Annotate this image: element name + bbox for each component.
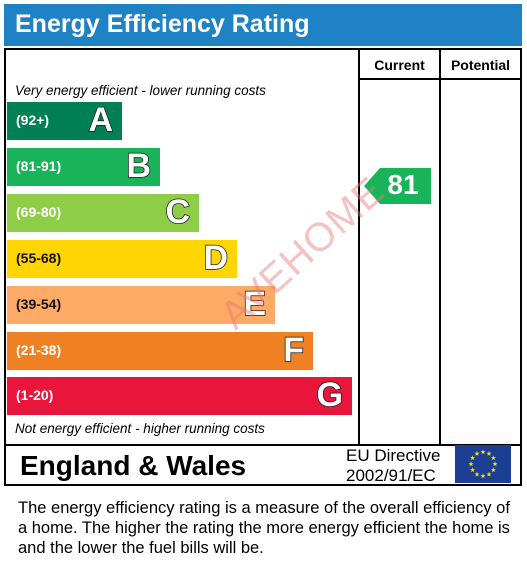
current-rating-arrow: 81 bbox=[364, 168, 431, 204]
rating-band-range: (55-68) bbox=[16, 250, 62, 266]
rating-band-range: (21-38) bbox=[16, 342, 62, 358]
eu-star-icon bbox=[480, 473, 486, 479]
eu-star-icon bbox=[474, 471, 480, 477]
page-title: Energy Efficiency Rating bbox=[15, 10, 310, 38]
rating-band-g: (1-20) G bbox=[7, 375, 352, 415]
rating-band-letter: B bbox=[126, 146, 152, 186]
bottom-note: Not energy efficient - higher running co… bbox=[15, 421, 265, 436]
rating-band-range: (92+) bbox=[16, 112, 50, 128]
rating-band-e: (39-54) E bbox=[7, 284, 275, 324]
rating-band-c: (69-80) C bbox=[7, 192, 199, 232]
eu-flag-icon bbox=[455, 445, 511, 483]
header-divider bbox=[358, 78, 522, 80]
eu-directive-line2: 2002/91/EC bbox=[346, 466, 436, 485]
footer-divider bbox=[4, 444, 522, 446]
region-label: England & Wales bbox=[20, 450, 247, 481]
top-note: Very energy efficient - lower running co… bbox=[15, 83, 266, 98]
eu-star-icon bbox=[490, 455, 496, 461]
eu-star-icon bbox=[486, 471, 492, 477]
rating-band-letter: D bbox=[203, 238, 229, 278]
title-bar: Energy Efficiency Rating bbox=[4, 4, 522, 46]
rating-band-letter: F bbox=[282, 330, 304, 370]
rating-table bbox=[4, 48, 522, 486]
current-rating-arrow-shape bbox=[364, 168, 431, 204]
eu-star-icon bbox=[492, 461, 498, 467]
eu-star-icon bbox=[470, 455, 476, 461]
rating-band-f: (21-38) F bbox=[7, 330, 313, 370]
rating-band-letter: E bbox=[243, 284, 267, 324]
eu-directive: EU Directive 2002/91/EC bbox=[346, 446, 440, 486]
rating-band-b: (81-91) B bbox=[7, 146, 160, 186]
description: The energy efficiency rating is a measur… bbox=[18, 499, 510, 557]
rating-band-range: (81-91) bbox=[16, 158, 62, 174]
eu-star-icon bbox=[486, 451, 492, 456]
rating-band-letter: G bbox=[316, 375, 344, 415]
rating-band-range: (69-80) bbox=[16, 204, 62, 220]
rating-band-range: (1-20) bbox=[16, 387, 54, 403]
rating-band-letter: C bbox=[165, 192, 191, 232]
eu-star-icon bbox=[480, 449, 486, 455]
column-header-current: Current bbox=[374, 57, 425, 73]
eu-star-icon bbox=[470, 467, 476, 473]
rating-band-a: (92+) A bbox=[7, 100, 122, 140]
rating-band-letter: A bbox=[88, 100, 114, 140]
rating-band-range: (39-54) bbox=[16, 296, 62, 312]
current-rating-value: 81 bbox=[387, 169, 419, 200]
column-divider-current bbox=[358, 48, 360, 446]
column-divider-potential bbox=[439, 48, 441, 446]
eu-directive-line1: EU Directive bbox=[346, 446, 441, 465]
eu-star-icon bbox=[474, 451, 480, 456]
rating-band-d: (55-68) D bbox=[7, 238, 237, 278]
eu-star-icon bbox=[490, 467, 496, 473]
eu-star-icon bbox=[468, 461, 474, 467]
column-header-potential: Potential bbox=[450, 57, 511, 73]
